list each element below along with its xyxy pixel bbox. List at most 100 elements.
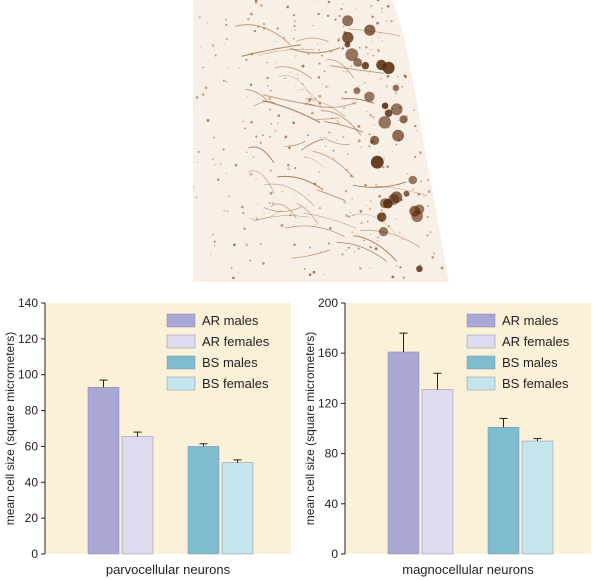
stain-speckle — [377, 49, 380, 52]
stain-speckle — [346, 169, 348, 171]
stained-fiber — [300, 138, 323, 151]
stain-speckle — [358, 46, 361, 49]
stain-speckle — [228, 195, 231, 198]
stain-speckle — [277, 114, 281, 117]
stain-speckle — [321, 9, 323, 11]
stained-fiber — [262, 94, 316, 107]
stain-speckle — [238, 67, 240, 69]
legend-label: BS females — [502, 376, 569, 391]
stain-speckle — [259, 141, 262, 144]
stain-speckle — [372, 54, 374, 57]
stain-speckle — [211, 44, 215, 47]
stained-cell-body — [409, 205, 421, 217]
stain-speckle — [312, 270, 316, 274]
stain-speckle — [254, 0, 258, 2]
stain-speckle — [431, 256, 434, 259]
stain-speckle — [326, 14, 330, 18]
stain-speckle — [433, 252, 435, 255]
stain-speckle — [262, 22, 266, 26]
stained-cell-body — [364, 91, 375, 103]
stain-speckle — [337, 121, 340, 125]
stain-speckle — [255, 216, 258, 219]
stain-speckle — [243, 127, 246, 130]
stained-cell-body — [384, 109, 393, 117]
stain-speckle — [376, 236, 380, 239]
x-axis-label: magnocellular neurons — [402, 562, 534, 577]
stain-speckle — [242, 114, 244, 116]
stain-speckle — [333, 157, 335, 160]
stain-speckle — [338, 14, 341, 18]
stain-speckle — [419, 151, 422, 154]
stain-speckle — [336, 120, 338, 122]
stained-cell-body — [378, 227, 389, 237]
stained-cell-body — [353, 58, 362, 67]
stain-speckle — [367, 53, 369, 55]
stain-speckle — [204, 86, 208, 90]
stained-fiber — [262, 100, 321, 124]
stain-speckle — [293, 24, 296, 27]
stain-speckle — [425, 169, 427, 171]
stain-speckle — [376, 21, 379, 25]
stain-speckle — [306, 97, 308, 99]
stain-speckle — [318, 171, 321, 173]
stain-speckle — [210, 253, 212, 255]
stain-speckle — [368, 207, 372, 210]
stain-speckle — [262, 27, 266, 30]
stain-speckle — [250, 120, 253, 124]
stain-speckle — [272, 40, 274, 42]
stain-speckle — [440, 266, 444, 270]
stain-speckle — [357, 124, 361, 128]
stain-speckle — [304, 156, 306, 158]
stain-speckle — [311, 111, 314, 115]
stain-speckle — [276, 27, 280, 30]
stain-speckle — [414, 156, 416, 158]
bar-bs-females — [521, 440, 554, 555]
legend-swatch — [166, 313, 196, 328]
stain-speckle — [303, 268, 306, 270]
stain-speckle — [327, 0, 331, 4]
bar-bs-males — [487, 426, 520, 555]
stain-speckle — [257, 25, 260, 28]
stain-speckle — [213, 244, 216, 247]
stain-speckle — [234, 163, 238, 167]
stain-speckle — [269, 89, 272, 92]
stain-speckle — [385, 20, 388, 22]
stain-speckle — [269, 191, 273, 195]
stain-speckle — [293, 117, 295, 119]
stain-speckle — [330, 243, 332, 246]
stain-speckle — [202, 66, 205, 69]
stained-fiber — [297, 89, 323, 110]
micrograph-image — [193, 0, 449, 282]
stain-speckle — [227, 67, 230, 69]
y-tick-label: 120 — [18, 332, 38, 346]
stain-speckle — [246, 159, 248, 161]
stain-speckle — [426, 234, 429, 237]
stain-speckle — [287, 163, 290, 167]
stain-speckle — [246, 151, 248, 154]
stain-speckle — [334, 18, 337, 21]
stain-speckle — [273, 18, 275, 20]
stained-cell-body — [361, 61, 370, 70]
stain-speckle — [370, 48, 372, 51]
stain-speckle — [242, 120, 244, 123]
stain-speckle — [195, 96, 199, 99]
stain-speckle — [413, 109, 415, 112]
stain-speckle — [206, 22, 208, 24]
stain-speckle — [272, 202, 274, 205]
stain-speckle — [264, 24, 266, 26]
stain-speckle — [199, 86, 201, 88]
stained-fiber — [296, 37, 329, 43]
stained-fiber — [248, 209, 282, 220]
stain-speckle — [374, 247, 378, 251]
stained-fiber — [353, 235, 398, 262]
y-tick-label: 200 — [318, 296, 338, 310]
stained-fiber — [263, 183, 315, 207]
stain-speckle — [366, 110, 368, 113]
stain-speckle — [274, 131, 277, 133]
stain-speckle — [225, 23, 228, 26]
stain-speckle — [292, 224, 295, 226]
stain-speckle — [423, 196, 425, 199]
y-tick-label: 60 — [25, 439, 39, 453]
stain-speckle — [347, 246, 350, 249]
stain-speckle — [319, 136, 321, 138]
